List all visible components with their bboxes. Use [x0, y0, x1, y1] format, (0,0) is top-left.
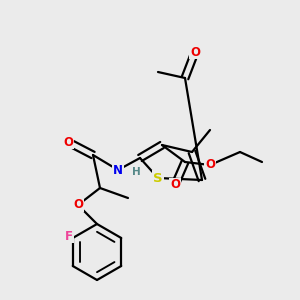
- Text: S: S: [153, 172, 163, 184]
- Text: O: O: [170, 178, 180, 191]
- Text: N: N: [113, 164, 123, 176]
- Text: H: H: [132, 167, 140, 177]
- Text: O: O: [205, 158, 215, 172]
- Text: O: O: [190, 46, 200, 59]
- Text: F: F: [65, 230, 73, 242]
- Text: O: O: [63, 136, 73, 148]
- Text: O: O: [73, 199, 83, 212]
